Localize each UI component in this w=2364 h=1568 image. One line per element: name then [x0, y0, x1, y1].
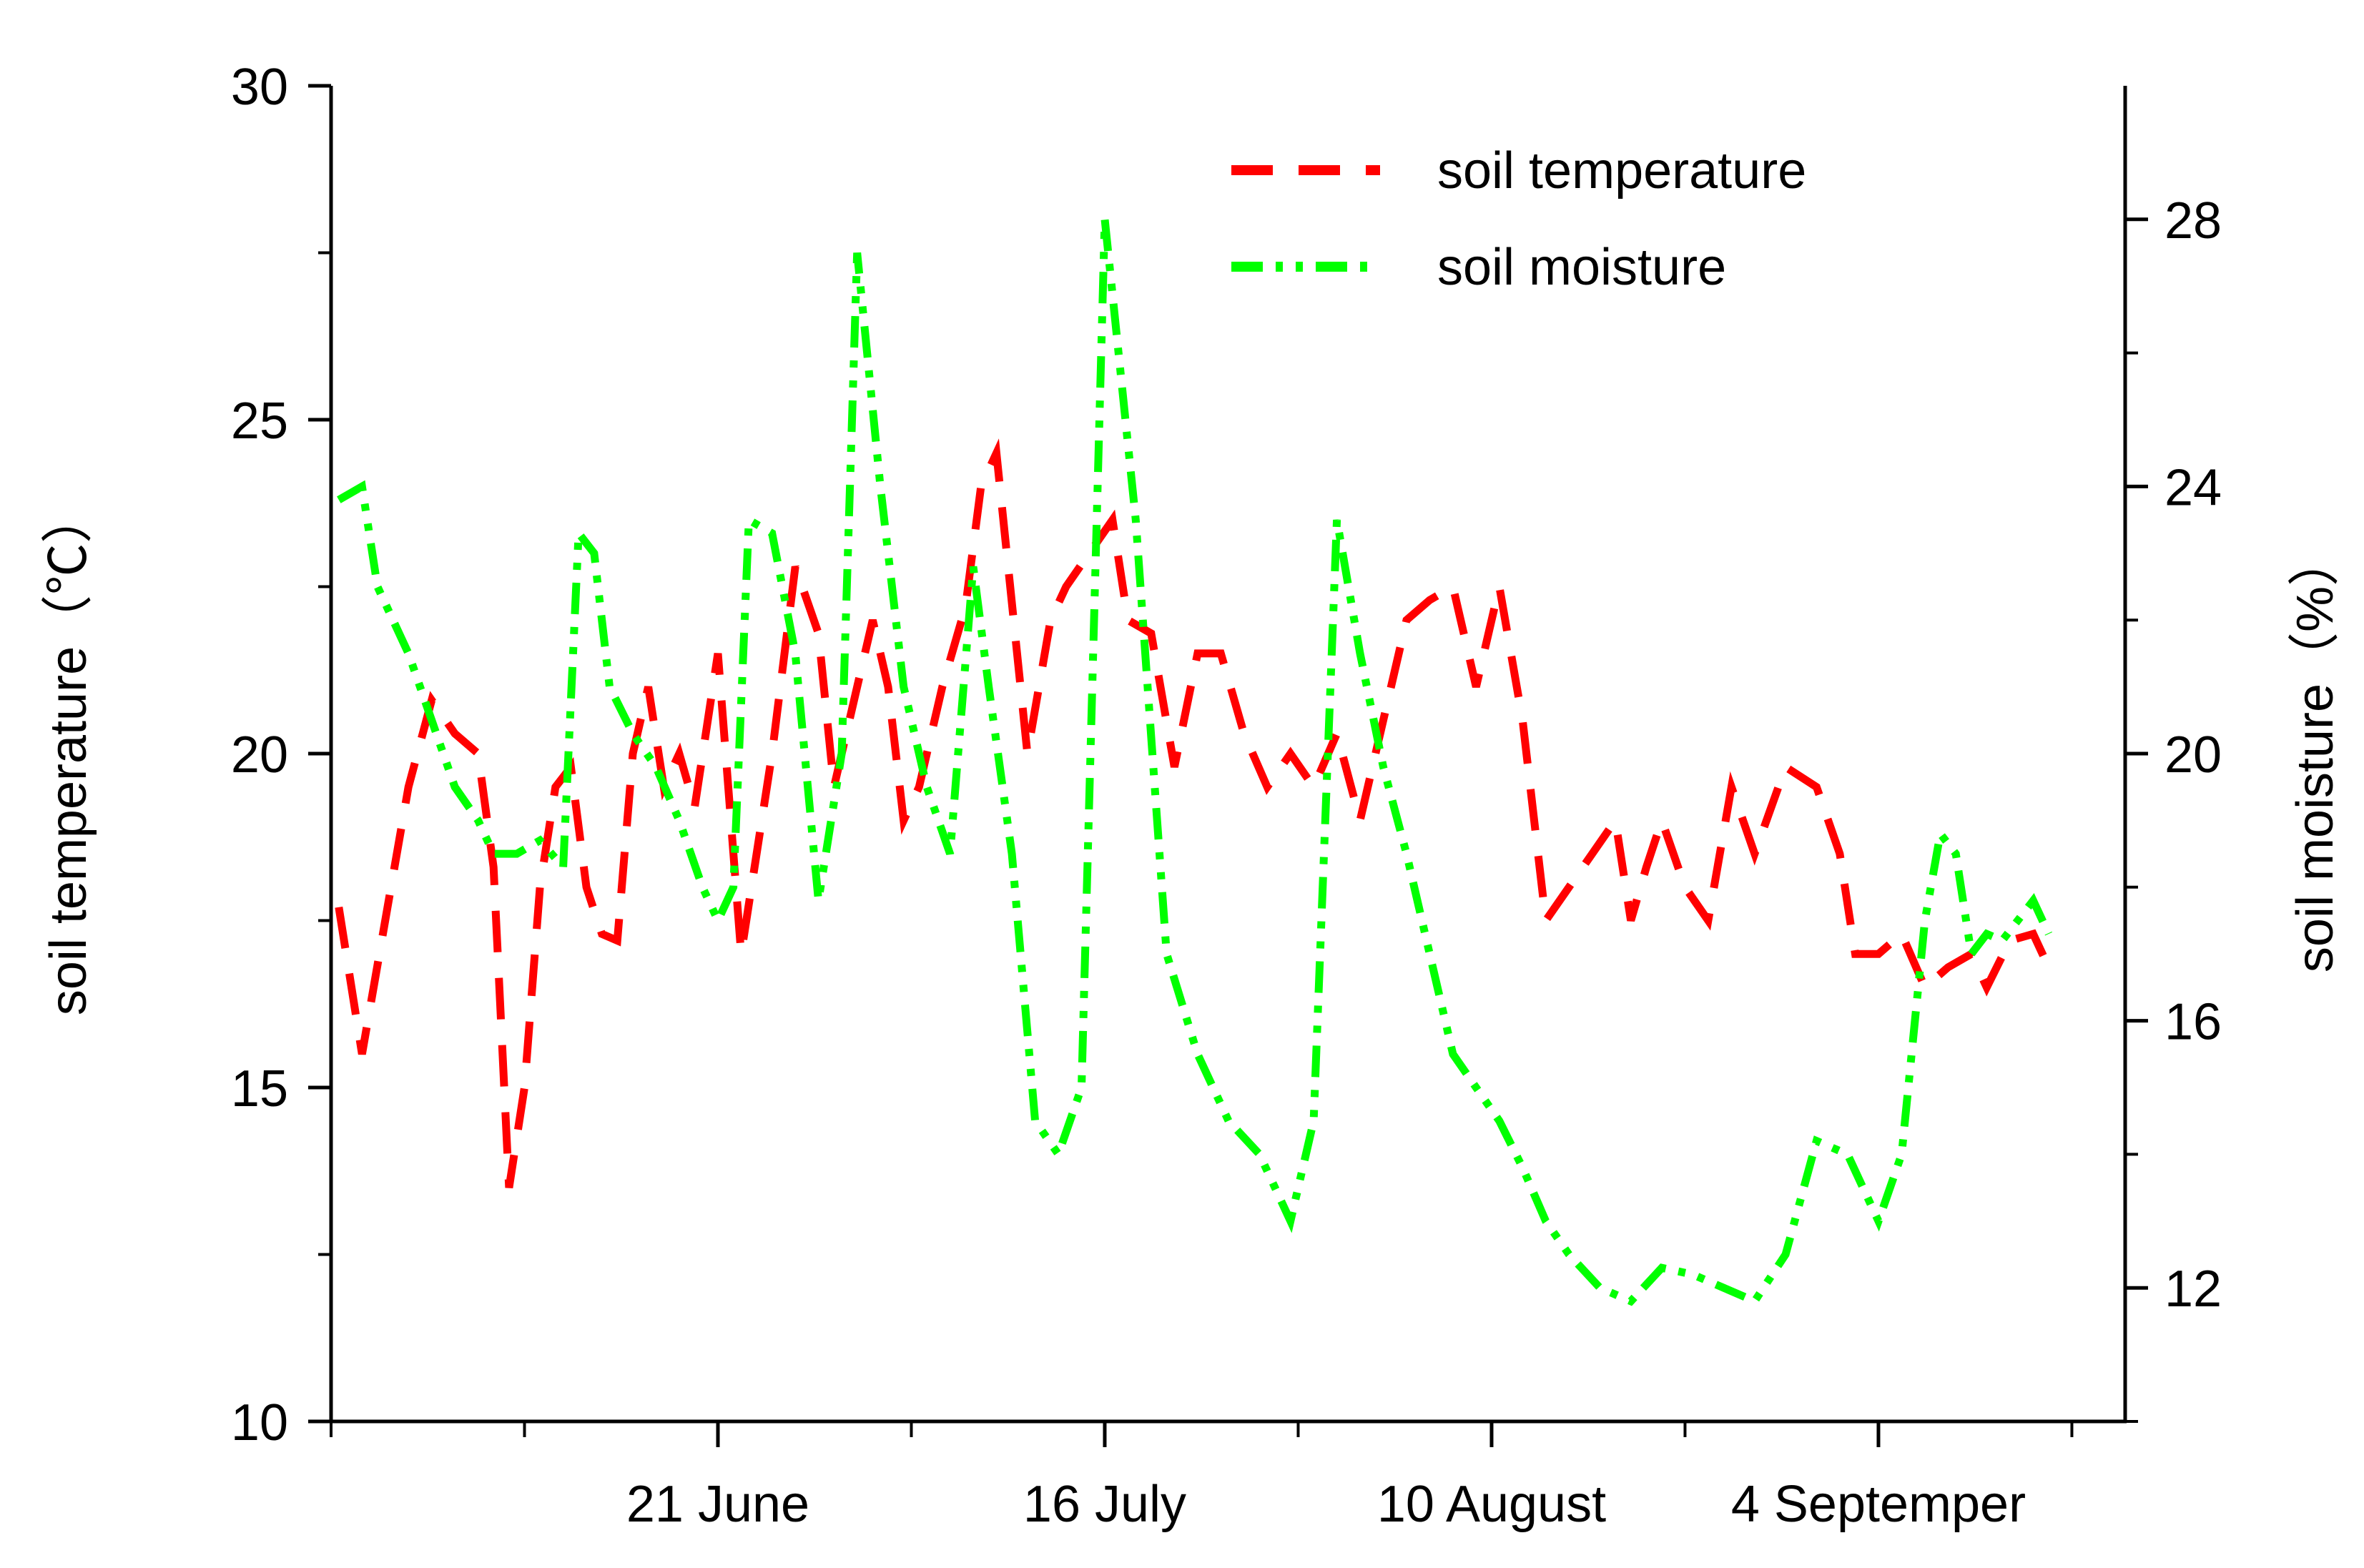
left-axis-ticks: 10 15 20 25 30 — [231, 59, 331, 1451]
left-axis-title: soil temperature（℃） — [40, 492, 97, 1015]
right-tick-label: 28 — [2164, 192, 2222, 250]
legend-label-temperature: soil temperature — [1437, 142, 1806, 199]
series-line-soil-temperature — [335, 438, 2052, 1188]
legend-label-moisture: soil moisture — [1437, 239, 1726, 296]
right-tick-label: 16 — [2164, 994, 2222, 1051]
legend: soil temperature soil moisture — [1231, 142, 1806, 296]
x-tick-label: 4 Septemper — [1731, 1476, 2026, 1533]
right-tick-label: 20 — [2164, 726, 2222, 784]
x-axis-ticks: 21 June 16 July 10 August 4 Septemper — [330, 1421, 2074, 1533]
left-tick-label: 25 — [231, 393, 288, 450]
left-tick-label: 30 — [231, 59, 288, 116]
right-tick-label: 24 — [2164, 459, 2222, 516]
series-line-soil-moisture — [337, 219, 2052, 1306]
left-tick-label: 20 — [231, 726, 288, 784]
right-axis-title: soil moisture（%） — [2287, 535, 2344, 972]
left-tick-label: 15 — [231, 1060, 288, 1118]
series-layer — [335, 219, 2052, 1306]
x-tick-label: 21 June — [626, 1476, 809, 1533]
right-axis-ticks: 12 16 20 24 28 — [2125, 192, 2222, 1423]
left-tick-label: 10 — [231, 1394, 288, 1451]
x-tick-label: 16 July — [1023, 1476, 1186, 1533]
x-tick-label: 10 August — [1377, 1476, 1606, 1533]
right-tick-label: 12 — [2164, 1261, 2222, 1318]
